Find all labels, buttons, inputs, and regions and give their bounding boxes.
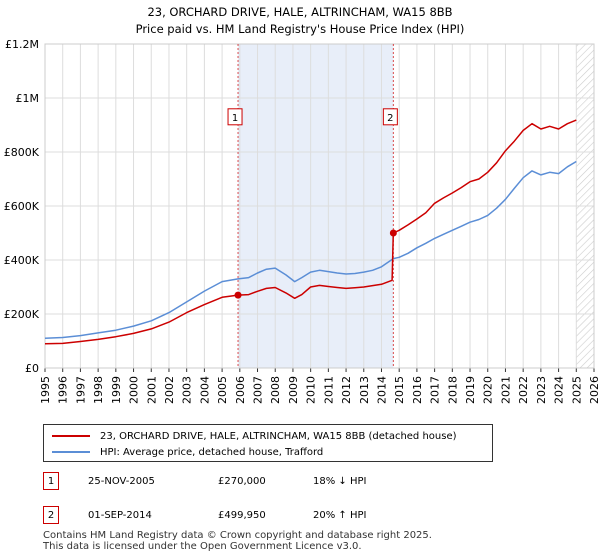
sale-marker-label: 2 [387, 113, 393, 124]
x-tick-label: 1996 [57, 376, 70, 404]
legend-label-property: 23, ORCHARD DRIVE, HALE, ALTRINCHAM, WA1… [100, 430, 457, 442]
x-tick-label: 2006 [234, 376, 247, 404]
x-tick-label: 2021 [499, 376, 512, 404]
x-tick-label: 2019 [464, 376, 477, 404]
y-tick-label: £1M [16, 92, 40, 105]
x-tick-label: 2004 [198, 376, 211, 404]
x-tick-label: 2014 [375, 376, 388, 404]
plot-frame [44, 43, 595, 369]
x-tick-label: 2022 [517, 376, 530, 404]
y-tick-label: £800K [4, 146, 40, 159]
footer-line: Contains HM Land Registry data © Crown c… [43, 530, 432, 541]
y-tick-label: £400K [4, 254, 40, 267]
x-tick-label: 2010 [305, 376, 318, 404]
x-tick-label: 2024 [553, 376, 566, 404]
sale-point [234, 291, 242, 299]
y-tick-label: £0 [25, 362, 39, 375]
legend-item-property: 23, ORCHARD DRIVE, HALE, ALTRINCHAM, WA1… [52, 428, 457, 444]
legend-item-hpi: HPI: Average price, detached house, Traf… [52, 444, 323, 460]
property-price-line [44, 119, 577, 345]
x-tick-label: 2017 [429, 376, 442, 404]
x-tick-label: 1995 [39, 376, 52, 404]
sale-marker-box [227, 108, 243, 126]
x-tick-label: 2016 [411, 376, 424, 404]
sale-marker-label: 1 [232, 113, 238, 124]
sale-marker-box [382, 108, 398, 126]
x-tick-label: 2003 [181, 376, 194, 404]
x-tick-label: 2009 [287, 376, 300, 404]
footer: Contains HM Land Registry data © Crown c… [43, 530, 432, 552]
x-tick-label: 1998 [92, 376, 105, 404]
y-tick-label: £1.2M [5, 38, 39, 51]
x-tick-label: 2008 [269, 376, 282, 404]
x-tick-label: 2023 [535, 376, 548, 404]
chart-subtitle: Price paid vs. HM Land Registry's House … [136, 22, 465, 36]
legend-swatch-hpi [52, 451, 90, 453]
x-tick-label: 2002 [163, 376, 176, 404]
sale-hpi-diff: 20% ↑ HPI [313, 510, 367, 521]
x-tick-label: 2025 [570, 376, 583, 404]
x-tick-label: 2011 [322, 376, 335, 404]
sale-marker-badge: 1 [43, 472, 59, 490]
x-tick-label: 2000 [128, 376, 141, 404]
x-tick-label: 2005 [216, 376, 229, 404]
sale-row: 2 01-SEP-2014 £499,950 20% ↑ HPI [43, 506, 443, 530]
x-tick-label: 2015 [393, 376, 406, 404]
x-tick-label: 2007 [252, 376, 265, 404]
sale-date: 01-SEP-2014 [88, 510, 152, 521]
x-tick-label: 2020 [482, 376, 495, 404]
y-tick-label: £200K [4, 308, 40, 321]
sales-table: 1 25-NOV-2005 £270,000 18% ↓ HPI 2 01-SE… [43, 472, 443, 540]
x-tick-label: 2026 [588, 376, 600, 404]
sale-row: 1 25-NOV-2005 £270,000 18% ↓ HPI [43, 472, 443, 496]
sale-marker-badge: 2 [43, 506, 59, 524]
sale-point [389, 229, 397, 237]
sale-date: 25-NOV-2005 [88, 476, 155, 487]
footer-line: This data is licensed under the Open Gov… [43, 541, 362, 552]
sale-hpi-diff: 18% ↓ HPI [313, 476, 367, 487]
sale-price: £499,950 [218, 510, 266, 521]
legend-swatch-property [52, 435, 90, 437]
sale-price: £270,000 [218, 476, 266, 487]
x-tick-label: 2018 [446, 376, 459, 404]
x-tick-label: 2013 [358, 376, 371, 404]
y-tick-label: £600K [4, 200, 40, 213]
x-tick-label: 1999 [110, 376, 123, 404]
x-tick-label: 1997 [74, 376, 87, 404]
hpi-line [44, 160, 577, 340]
chart-title: 23, ORCHARD DRIVE, HALE, ALTRINCHAM, WA1… [147, 5, 452, 19]
x-tick-label: 2001 [145, 376, 158, 404]
chart-legend: 23, ORCHARD DRIVE, HALE, ALTRINCHAM, WA1… [43, 424, 493, 462]
price-chart: 23, ORCHARD DRIVE, HALE, ALTRINCHAM, WA1… [4, 5, 600, 404]
legend-label-hpi: HPI: Average price, detached house, Traf… [100, 446, 324, 458]
x-tick-label: 2012 [340, 376, 353, 404]
